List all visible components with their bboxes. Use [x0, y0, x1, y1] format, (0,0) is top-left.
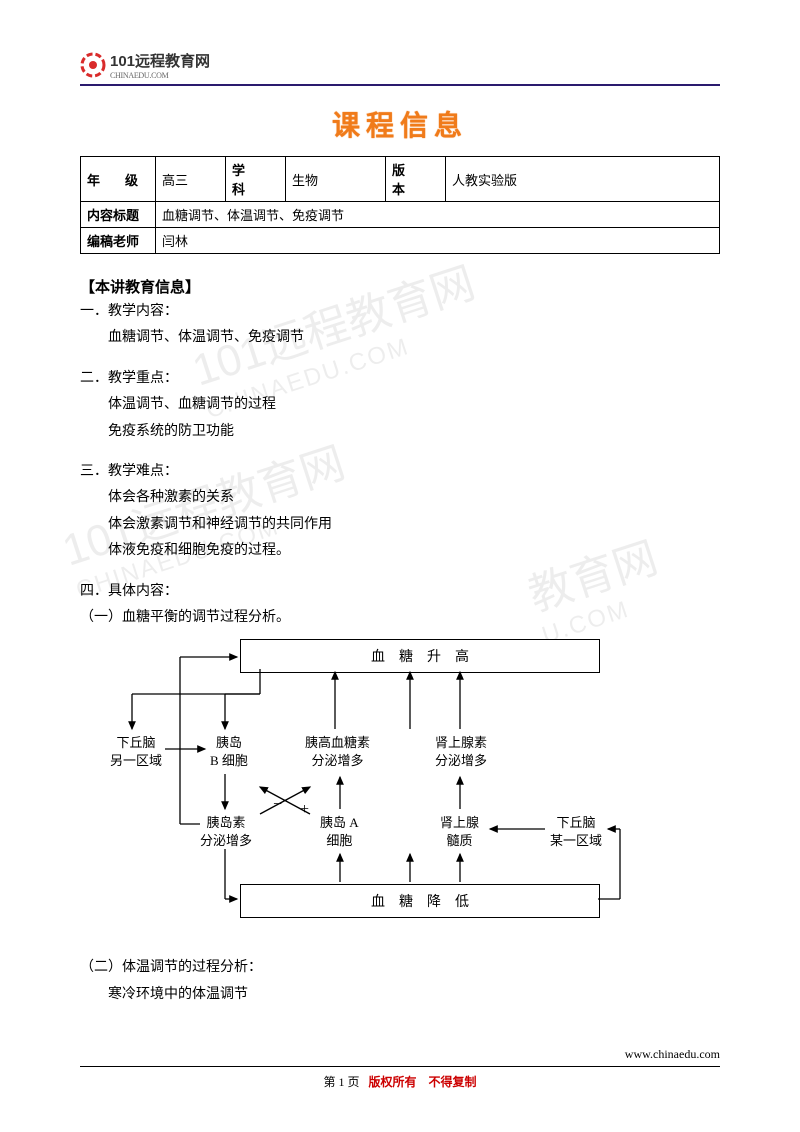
header-divider — [80, 84, 720, 86]
diagram-arrows — [110, 639, 670, 939]
body-text: 血糖调节、体温调节、免疫调节 — [80, 327, 720, 349]
page-footer: www.chinaedu.com 第 1 页 版权所有 不得复制 — [80, 1047, 720, 1090]
cell-grade: 高三 — [156, 157, 226, 202]
body-text: 免疫系统的防卫功能 — [80, 421, 720, 443]
cell-author-label: 编稿老师 — [81, 228, 156, 254]
cell-grade-label: 年 级 — [81, 157, 156, 202]
body-text: 寒冷环境中的体温调节 — [80, 984, 720, 1006]
body-text: 体液免疫和细胞免疫的过程。 — [80, 540, 720, 562]
cell-author: 闫林 — [156, 228, 720, 254]
copyright-text: 版权所有 不得复制 — [369, 1075, 477, 1089]
cell-subject: 生物 — [286, 157, 386, 202]
flowchart-blood-sugar: 血糖升高 血糖降低 下丘脑另一区域 胰岛B 细胞 胰高血糖素分泌增多 肾上腺素分… — [110, 639, 670, 939]
cell-topic-label: 内容标题 — [81, 202, 156, 228]
subhead-1: 一．教学内容： — [80, 301, 720, 323]
subhead-3: 三．教学难点： — [80, 461, 720, 483]
logo: 101远程教育网 CHINAEDU.COM — [80, 50, 720, 80]
footer-url: www.chinaedu.com — [625, 1047, 720, 1062]
page-title: 课程信息 — [80, 104, 720, 144]
subhead-4: 四．具体内容： — [80, 581, 720, 603]
section-heading: 【本讲教育信息】 — [80, 276, 720, 297]
body-text: （二）体温调节的过程分析： — [80, 957, 720, 979]
body-text: 体会激素调节和神经调节的共同作用 — [80, 514, 720, 536]
logo-icon — [80, 52, 106, 78]
cell-topic: 血糖调节、体温调节、免疫调节 — [156, 202, 720, 228]
cell-subject-label: 学 科 — [226, 157, 286, 202]
body-text: 体温调节、血糖调节的过程 — [80, 394, 720, 416]
body-text: 体会各种激素的关系 — [80, 487, 720, 509]
table-row: 编稿老师 闫林 — [81, 228, 720, 254]
logo-text: 101远程教育网 CHINAEDU.COM — [110, 50, 210, 80]
table-row: 年 级 高三 学 科 生物 版 本 人教实验版 — [81, 157, 720, 202]
page-number: 第 1 页 — [323, 1075, 359, 1089]
info-table: 年 级 高三 学 科 生物 版 本 人教实验版 内容标题 血糖调节、体温调节、免… — [80, 156, 720, 254]
table-row: 内容标题 血糖调节、体温调节、免疫调节 — [81, 202, 720, 228]
body-text: （一）血糖平衡的调节过程分析。 — [80, 607, 720, 629]
cell-version-label: 版 本 — [386, 157, 446, 202]
cell-version: 人教实验版 — [446, 157, 720, 202]
subhead-2: 二．教学重点： — [80, 368, 720, 390]
